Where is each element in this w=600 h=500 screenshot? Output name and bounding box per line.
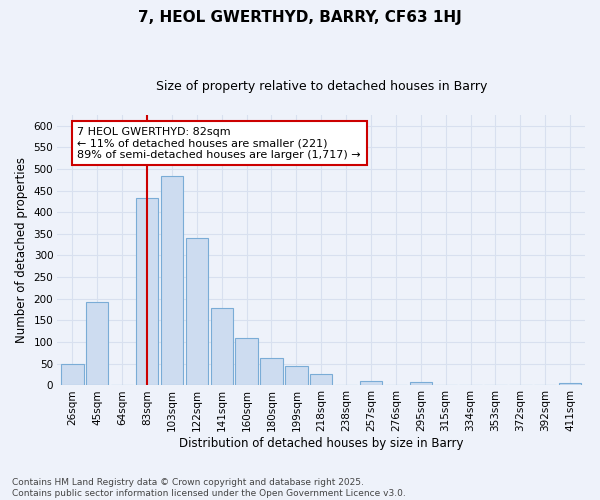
Bar <box>410 382 432 385</box>
Text: Contains HM Land Registry data © Crown copyright and database right 2025.
Contai: Contains HM Land Registry data © Crown c… <box>12 478 406 498</box>
Text: 7 HEOL GWERTHYD: 82sqm
← 11% of detached houses are smaller (221)
89% of semi-de: 7 HEOL GWERTHYD: 82sqm ← 11% of detached… <box>77 126 361 160</box>
Bar <box>211 308 233 385</box>
Bar <box>260 358 283 385</box>
Bar <box>161 176 183 385</box>
Bar <box>310 374 332 385</box>
Bar <box>185 238 208 385</box>
Bar <box>360 381 382 385</box>
X-axis label: Distribution of detached houses by size in Barry: Distribution of detached houses by size … <box>179 437 463 450</box>
Y-axis label: Number of detached properties: Number of detached properties <box>15 157 28 343</box>
Bar <box>235 338 258 385</box>
Bar <box>86 302 109 385</box>
Bar <box>61 364 83 385</box>
Bar <box>136 198 158 385</box>
Title: Size of property relative to detached houses in Barry: Size of property relative to detached ho… <box>155 80 487 93</box>
Bar <box>559 383 581 385</box>
Text: 7, HEOL GWERTHYD, BARRY, CF63 1HJ: 7, HEOL GWERTHYD, BARRY, CF63 1HJ <box>138 10 462 25</box>
Bar <box>285 366 308 385</box>
